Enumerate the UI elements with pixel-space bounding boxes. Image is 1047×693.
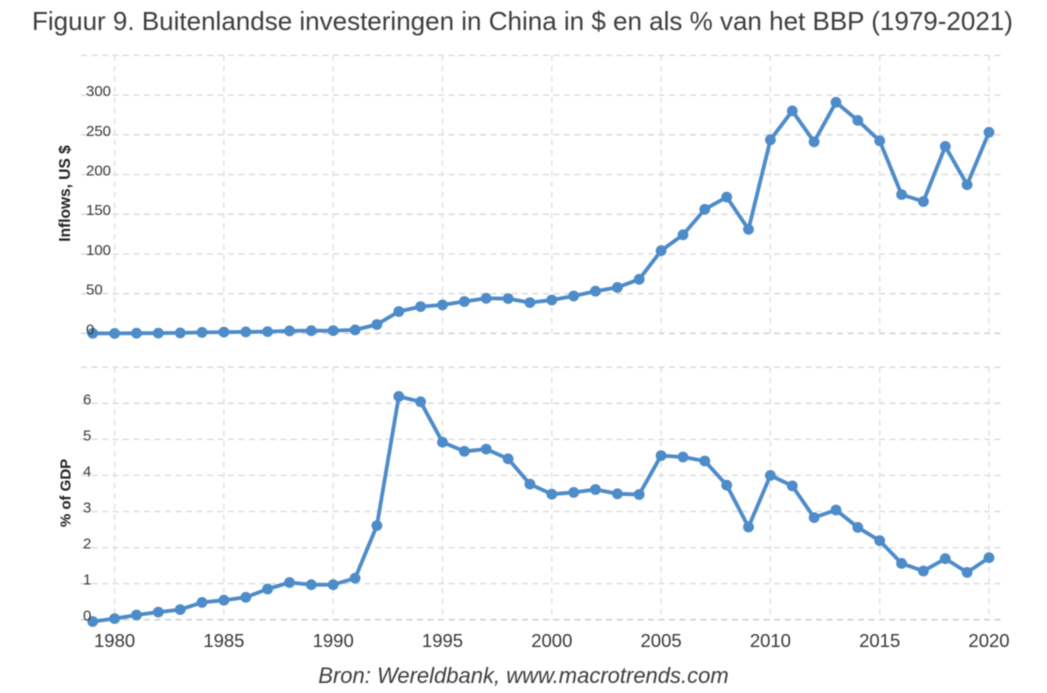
svg-text:200: 200 — [86, 162, 111, 179]
svg-text:2010: 2010 — [750, 630, 791, 651]
svg-text:300: 300 — [86, 83, 111, 100]
svg-text:1980: 1980 — [94, 630, 135, 651]
svg-text:100: 100 — [86, 242, 111, 259]
svg-text:1995: 1995 — [422, 630, 463, 651]
svg-text:2005: 2005 — [641, 630, 682, 651]
svg-text:2: 2 — [83, 536, 91, 553]
svg-text:150: 150 — [86, 202, 111, 219]
svg-text:1: 1 — [83, 572, 91, 589]
svg-text:1990: 1990 — [313, 630, 354, 651]
svg-text:1985: 1985 — [203, 630, 244, 651]
svg-text:50: 50 — [86, 282, 103, 299]
svg-text:Inflows, US $: Inflows, US $ — [57, 145, 74, 242]
svg-text:4: 4 — [83, 463, 91, 480]
svg-text:0: 0 — [86, 321, 94, 338]
svg-text:6: 6 — [83, 391, 91, 408]
svg-text:250: 250 — [86, 123, 111, 140]
svg-text:3: 3 — [83, 499, 91, 516]
svg-text:2000: 2000 — [531, 630, 572, 651]
svg-text:0: 0 — [83, 608, 91, 625]
svg-text:% of GDP: % of GDP — [57, 459, 74, 527]
svg-text:2020: 2020 — [968, 630, 1009, 651]
svg-text:2015: 2015 — [859, 630, 900, 651]
svg-text:5: 5 — [83, 427, 91, 444]
